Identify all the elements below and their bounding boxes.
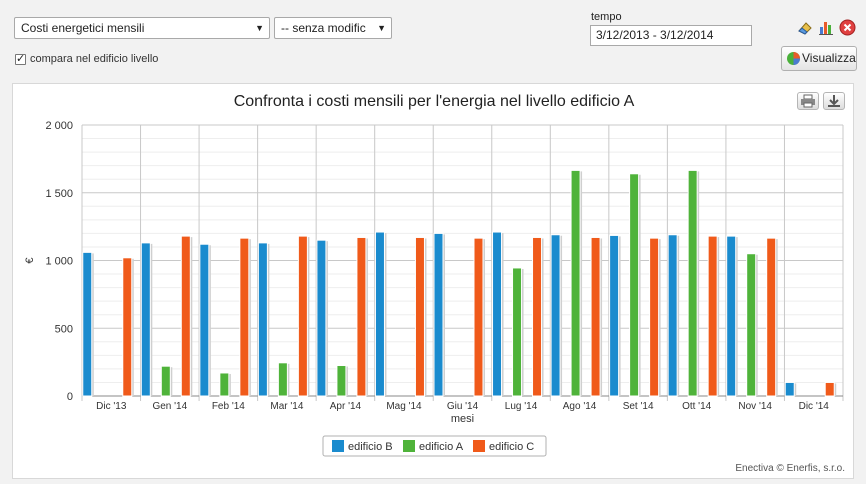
x-tick-label: Mag '14 bbox=[386, 401, 422, 412]
bar bbox=[609, 234, 620, 397]
bar bbox=[784, 381, 795, 397]
bar bbox=[140, 242, 151, 397]
bar bbox=[239, 237, 250, 397]
bar bbox=[297, 235, 308, 397]
bar bbox=[550, 234, 561, 397]
bar bbox=[473, 237, 484, 397]
compare-option: compara nel edificio livello bbox=[15, 52, 159, 65]
bar bbox=[707, 235, 718, 397]
bar bbox=[766, 237, 777, 397]
x-tick-label: Lug '14 bbox=[505, 401, 538, 412]
legend-entry: edificio B bbox=[348, 441, 393, 453]
download-icon bbox=[828, 95, 840, 107]
bar bbox=[687, 169, 698, 397]
bar bbox=[726, 235, 737, 397]
legend-swatch bbox=[403, 440, 415, 452]
bar bbox=[374, 231, 385, 397]
bar bbox=[180, 235, 191, 397]
x-tick-label: Set '14 bbox=[623, 401, 654, 412]
legend-swatch bbox=[473, 440, 485, 452]
date-range-input[interactable]: 3/12/2013 - 3/12/2014 bbox=[590, 25, 752, 46]
export-button[interactable] bbox=[823, 92, 845, 110]
x-tick-label: Nov '14 bbox=[738, 401, 772, 412]
x-tick-label: Dic '13 bbox=[96, 401, 127, 412]
legend-box bbox=[322, 435, 547, 457]
bar bbox=[336, 365, 347, 397]
legend-swatch bbox=[332, 440, 344, 452]
report-type-value: Costi energetici mensili bbox=[21, 21, 145, 35]
bar bbox=[356, 236, 367, 397]
y-tick-label: 0 bbox=[67, 391, 73, 403]
bar bbox=[433, 232, 444, 397]
y-axis-label: € bbox=[24, 257, 36, 263]
legend-entry: edificio C bbox=[489, 441, 534, 453]
bar bbox=[649, 237, 660, 397]
y-tick-label: 1 000 bbox=[45, 256, 73, 268]
x-tick-label: Dic '14 bbox=[799, 401, 830, 412]
bar bbox=[160, 365, 171, 397]
legend-entry: edificio A bbox=[419, 441, 464, 453]
print-button[interactable] bbox=[797, 92, 819, 110]
visualizza-label: Visualizza bbox=[802, 51, 856, 65]
bar bbox=[122, 257, 133, 397]
x-tick-label: Feb '14 bbox=[212, 401, 245, 412]
pie-chart-icon bbox=[787, 52, 800, 65]
bar bbox=[277, 362, 288, 397]
printer-icon bbox=[801, 94, 815, 108]
bar bbox=[590, 236, 601, 397]
bar bbox=[82, 251, 93, 397]
x-tick-label: Ott '14 bbox=[682, 401, 712, 412]
bar bbox=[316, 239, 327, 397]
bar bbox=[219, 372, 230, 397]
compare-label: compara nel edificio livello bbox=[30, 53, 159, 65]
y-tick-label: 500 bbox=[55, 323, 73, 335]
bar bbox=[746, 253, 757, 397]
chart-panel: Confronta i costi mensili per l'energia … bbox=[12, 83, 854, 479]
compare-checkbox[interactable] bbox=[15, 52, 26, 65]
y-tick-label: 2 000 bbox=[45, 120, 73, 132]
chevron-down-icon: ▼ bbox=[255, 23, 264, 33]
close-icon[interactable] bbox=[839, 19, 856, 36]
modifier-select[interactable]: -- senza modific ▼ bbox=[274, 17, 392, 39]
bar bbox=[667, 234, 678, 397]
y-tick-label: 1 500 bbox=[45, 188, 73, 200]
bar bbox=[414, 236, 425, 397]
tempo-label: tempo bbox=[591, 11, 622, 23]
bar-chart: 0 500 1 000 1 500 2 000 Dic '13 Gen '14 Feb '14… bbox=[24, 120, 844, 457]
chart-title: Confronta i costi mensili per l'energia … bbox=[233, 93, 635, 110]
bar bbox=[257, 242, 268, 397]
bar bbox=[629, 173, 640, 397]
x-tick-label: Ago '14 bbox=[563, 401, 597, 412]
visualizza-button[interactable]: Visualizza bbox=[781, 46, 857, 71]
eraser-icon[interactable] bbox=[796, 19, 813, 36]
bar bbox=[570, 169, 581, 397]
report-type-select[interactable]: Costi energetici mensili ▼ bbox=[14, 17, 270, 39]
footer-credit: Enectiva © Enerfis, s.r.o. bbox=[735, 463, 845, 474]
bar-chart-icon[interactable] bbox=[818, 19, 835, 36]
x-tick-label: Mar '14 bbox=[270, 401, 303, 412]
x-tick-label: Giu '14 bbox=[447, 401, 479, 412]
bar bbox=[532, 236, 543, 397]
x-axis-label: mesi bbox=[451, 413, 474, 425]
bar bbox=[492, 231, 503, 397]
x-tick-label: Gen '14 bbox=[152, 401, 187, 412]
chevron-down-icon: ▼ bbox=[377, 23, 386, 33]
bar bbox=[512, 267, 523, 397]
bar bbox=[824, 381, 835, 397]
bar bbox=[199, 243, 210, 397]
modifier-value: -- senza modific bbox=[281, 21, 366, 35]
x-tick-label: Apr '14 bbox=[330, 401, 362, 412]
